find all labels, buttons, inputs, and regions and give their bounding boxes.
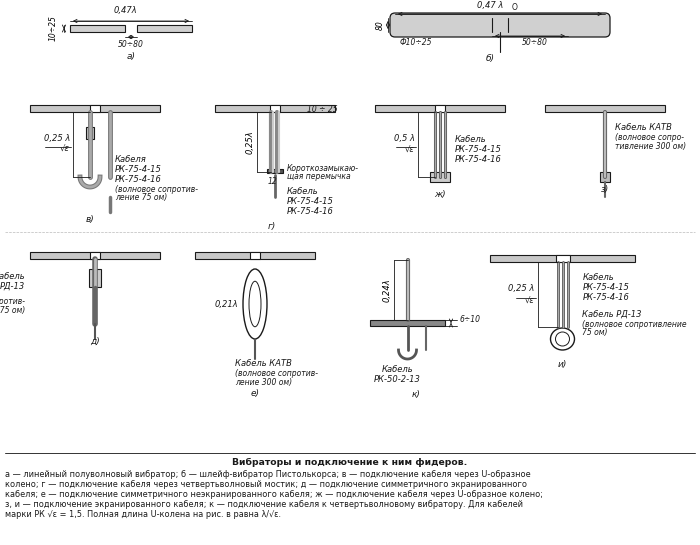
Text: (волновое сопротив-: (волновое сопротив- [235, 369, 318, 378]
Text: РК-75-4-15: РК-75-4-15 [582, 283, 629, 292]
Bar [430, 172, 450, 182]
Text: (волновое сопро-: (волновое сопро- [615, 133, 684, 142]
Text: г): г) [268, 222, 276, 231]
Text: РК-75-4-16: РК-75-4-16 [582, 293, 629, 302]
Text: 6÷10: 6÷10 [460, 316, 481, 324]
Text: з, и — подключение экранированного кабеля; к — подключение кабеля к четвертьволн: з, и — подключение экранированного кабел… [5, 500, 523, 509]
Text: 0,47λ: 0,47λ [113, 6, 137, 15]
Bar [90, 105, 100, 112]
Text: марки РК √ε = 1,5. Полная длина U-колена на рис. в равна λ/√ε.: марки РК √ε = 1,5. Полная длина U-колена… [5, 510, 281, 519]
Text: тивление 300 ом): тивление 300 ом) [615, 142, 686, 151]
Text: б): б) [486, 54, 494, 63]
Bar [30, 105, 160, 112]
Text: Кабель: Кабель [455, 135, 486, 144]
Bar [250, 252, 260, 259]
Text: Кабеля: Кабеля [115, 155, 147, 164]
Bar [490, 255, 635, 262]
Text: в): в) [85, 215, 94, 224]
Text: 12: 12 [267, 177, 277, 186]
Text: Кабель: Кабель [0, 272, 25, 281]
Text: з): з) [601, 185, 609, 194]
Bar [600, 172, 610, 182]
Text: РК-75-4-16: РК-75-4-16 [115, 175, 162, 184]
Bar [370, 320, 445, 326]
Ellipse shape [556, 332, 570, 346]
Text: Кабель РД-13: Кабель РД-13 [582, 310, 642, 319]
Text: РК-75-4-15: РК-75-4-15 [455, 145, 502, 154]
Bar [375, 105, 505, 112]
Text: 50÷80: 50÷80 [522, 38, 548, 47]
Text: РК-75-4-15: РК-75-4-15 [115, 165, 162, 174]
Bar [70, 25, 125, 32]
Bar [215, 105, 335, 112]
Text: д): д) [90, 337, 100, 346]
Text: РК-75-4-16: РК-75-4-16 [287, 207, 334, 216]
Text: 0,25λ: 0,25λ [246, 130, 255, 154]
Text: (волновое сопротивление: (волновое сопротивление [582, 320, 687, 329]
Text: (волновое сопротив-: (волновое сопротив- [0, 297, 25, 306]
Bar [89, 269, 101, 287]
Ellipse shape [550, 328, 575, 350]
Text: 0,25 λ: 0,25 λ [508, 284, 535, 293]
Text: Кабель: Кабель [582, 273, 614, 282]
Ellipse shape [249, 281, 261, 327]
FancyBboxPatch shape [390, 13, 610, 37]
Text: √ε: √ε [60, 144, 70, 153]
Text: 10÷25: 10÷25 [49, 16, 58, 41]
Text: колено; г — подключение кабеля через четвертьволновый мостик; д — подключение си: колено; г — подключение кабеля через чет… [5, 480, 527, 489]
Text: Кабель: Кабель [382, 365, 413, 374]
Text: кабеля; е — подключение симметричного неэкранированного кабеля; ж — подключение : кабеля; е — подключение симметричного не… [5, 490, 543, 499]
Text: Вибраторы и подключение к ним фидеров.: Вибраторы и подключение к ним фидеров. [232, 458, 468, 467]
Bar [195, 252, 315, 259]
Bar [86, 127, 94, 139]
Text: РК-75-4-16: РК-75-4-16 [455, 155, 502, 164]
Text: Короткозамыкаю-: Короткозамыкаю- [287, 164, 359, 173]
Text: 10 ÷ 25: 10 ÷ 25 [307, 106, 337, 114]
Text: ление 75 ом): ление 75 ом) [115, 193, 167, 202]
Text: √ε: √ε [405, 145, 415, 154]
Text: 0,5 λ: 0,5 λ [394, 134, 415, 143]
Bar [90, 252, 100, 259]
Text: а): а) [127, 52, 136, 61]
Text: ж): ж) [434, 190, 446, 199]
Bar [435, 105, 445, 112]
Bar [30, 252, 160, 259]
Text: 0,24λ: 0,24λ [382, 278, 391, 302]
Text: а — линейный полуволновый вибратор; б — шлейф-вибратор Пистолькорса; в — подключ: а — линейный полуволновый вибратор; б — … [5, 470, 531, 479]
Text: Кабель КАТВ: Кабель КАТВ [615, 123, 672, 132]
Text: 50÷80: 50÷80 [118, 40, 144, 49]
Text: 80: 80 [376, 20, 385, 30]
Text: 75 ом): 75 ом) [582, 328, 608, 337]
Ellipse shape [243, 269, 267, 339]
Text: (волновое сопротив-: (волновое сопротив- [115, 185, 198, 194]
Text: Кабель: Кабель [287, 187, 318, 196]
Text: щая перемычка: щая перемычка [287, 172, 351, 181]
Bar [267, 169, 283, 173]
Text: 0,47 λ: 0,47 λ [477, 1, 503, 10]
Text: 0,25 λ: 0,25 λ [43, 134, 70, 143]
Text: ление 300 ом): ление 300 ом) [235, 378, 292, 387]
Bar [137, 25, 192, 32]
Text: к): к) [412, 390, 421, 399]
Text: РД-13: РД-13 [0, 282, 25, 291]
Text: е): е) [251, 389, 260, 398]
Text: Кабель КАТВ: Кабель КАТВ [235, 359, 292, 368]
Bar [545, 105, 665, 112]
Bar [556, 255, 570, 262]
Text: РК-50-2-13: РК-50-2-13 [374, 375, 421, 384]
Text: 0,21λ: 0,21λ [214, 300, 238, 308]
Text: Ф10÷25: Ф10÷25 [400, 38, 433, 47]
Text: О: О [512, 3, 518, 12]
Text: РК-75-4-15: РК-75-4-15 [287, 197, 334, 206]
Text: √ε: √ε [524, 296, 535, 305]
Text: ление 75 ом): ление 75 ом) [0, 306, 25, 315]
Text: и): и) [558, 360, 567, 369]
Bar [270, 105, 280, 112]
